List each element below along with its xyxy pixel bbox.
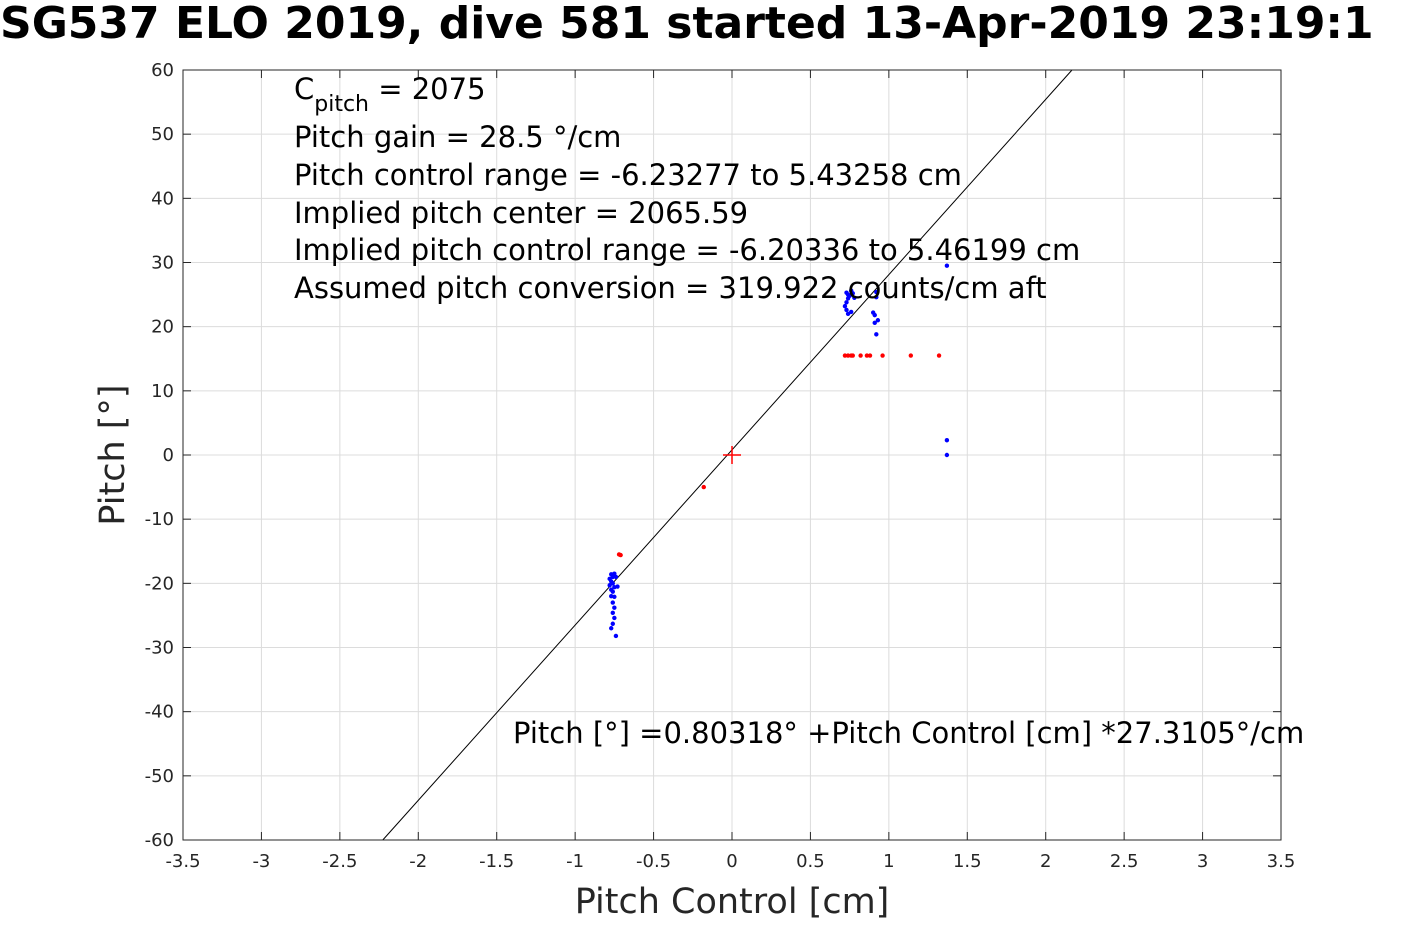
red-data-point [936, 353, 942, 358]
x-tick-label: 1.5 [953, 851, 982, 872]
implied-control-range-annotation: Implied pitch control range = -6.20336 t… [294, 233, 1080, 267]
x-tick-label: -0.5 [636, 851, 671, 872]
y-tick-label: 60 [151, 60, 174, 81]
red-data-point [842, 353, 848, 358]
x-axis-label: Pitch Control [cm] [575, 882, 890, 922]
y-tick-label: -20 [145, 573, 174, 594]
y-axis-label: Pitch [°] [93, 384, 133, 525]
blue-data-point [849, 309, 854, 315]
y-tick-label: -60 [145, 830, 174, 851]
red-data-point [880, 353, 885, 358]
red-data-point [845, 353, 851, 358]
y-tick-label: -40 [145, 702, 174, 723]
red-data-point [867, 353, 873, 358]
y-tick-label: -50 [145, 766, 174, 787]
tick-labels: -3.5 -3 -2.5 -2 -1.5 -1 -0.5 0 0.5 1 1.5 2 2.5 3 3.5 -6… [145, 60, 1296, 872]
x-tick-label: -2.5 [322, 851, 357, 872]
x-tick-label: -2 [409, 851, 427, 872]
blue-data-point [872, 320, 877, 326]
blue-data-point [609, 626, 614, 631]
blue-data-point [845, 296, 851, 301]
x-tick-label: 1 [883, 851, 894, 872]
blue-data-point [844, 300, 849, 305]
pitch-control-range-annotation: Pitch control range = -6.23277 to 5.4325… [294, 158, 962, 192]
red-data-point [701, 484, 706, 490]
plot-frame [182, 69, 1282, 841]
blue-data-point [612, 605, 617, 610]
x-tick-label: 0.5 [796, 851, 825, 872]
x-tick-label: -1 [566, 851, 584, 872]
fit-equation-annotation: Pitch [°] =0.80318° +Pitch Control [cm] … [513, 716, 1304, 750]
blue-data-point [612, 594, 617, 600]
c-pitch-annotation: Cpitch = 2075 [294, 72, 486, 117]
chart-title: SG537 ELO 2019, dive 581 started 13-Apr-… [0, 0, 1374, 49]
c-pitch-symbol: C [294, 72, 314, 106]
blue-data-point [613, 574, 619, 580]
blue-data-point [850, 291, 855, 296]
red-data-point [618, 552, 623, 558]
implied-pitch-center-annotation: Implied pitch center = 2065.59 [294, 196, 748, 230]
x-tick-label: 2 [1040, 851, 1051, 872]
y-tick-label: 10 [151, 381, 174, 402]
y-tick-label: 40 [151, 188, 174, 209]
x-tick-label: 0 [726, 851, 737, 872]
blue-data-point [944, 452, 950, 458]
x-tick-label: 3 [1197, 851, 1208, 872]
y-tick-label: 20 [151, 317, 174, 338]
axis-ticks [182, 69, 1282, 841]
c-pitch-value: = 2075 [369, 72, 486, 106]
assumed-conversion-annotation: Assumed pitch conversion = 319.922 count… [294, 271, 1047, 305]
red-data-point [858, 353, 863, 358]
x-tick-label: 3.5 [1267, 851, 1296, 872]
blue-data-point [874, 289, 879, 295]
blue-data-point [610, 600, 615, 605]
blue-data-point [852, 295, 857, 300]
red-data-point [864, 353, 870, 358]
blue-data-point [944, 438, 950, 443]
red-data-point [908, 353, 914, 358]
blue-data-point [844, 307, 849, 313]
blue-data-point [610, 589, 615, 594]
y-tick-label: -10 [145, 509, 174, 530]
x-tick-label: -3 [252, 851, 270, 872]
x-tick-label: 2.5 [1110, 851, 1139, 872]
blue-data-point [842, 303, 848, 309]
x-tick-label: -1.5 [479, 851, 514, 872]
blue-data-point [874, 294, 879, 300]
blue-data-point [615, 584, 620, 589]
blue-data-point [607, 583, 612, 588]
y-tick-label: -30 [145, 638, 174, 659]
blue-data-point [944, 263, 950, 268]
y-tick-label: 50 [151, 124, 174, 145]
x-tick-label: -3.5 [165, 851, 200, 872]
blue-data-point [610, 621, 615, 626]
blue-data-point [610, 610, 615, 616]
center-marker-group [723, 446, 741, 464]
y-tick-label: 0 [163, 445, 174, 466]
annotation-block: Cpitch = 2075 Pitch gain = 28.5 °/cm Pit… [294, 72, 1304, 750]
blue-data-point [874, 332, 879, 337]
data-points [607, 263, 950, 639]
red-data-point [850, 353, 855, 358]
pitch-gain-annotation: Pitch gain = 28.5 °/cm [294, 120, 621, 154]
y-tick-label: 30 [151, 253, 174, 274]
blue-data-point [872, 312, 877, 318]
blue-data-point [875, 318, 881, 323]
c-pitch-subscript: pitch [314, 92, 369, 117]
blue-data-point [613, 633, 619, 639]
blue-data-point [612, 615, 617, 621]
